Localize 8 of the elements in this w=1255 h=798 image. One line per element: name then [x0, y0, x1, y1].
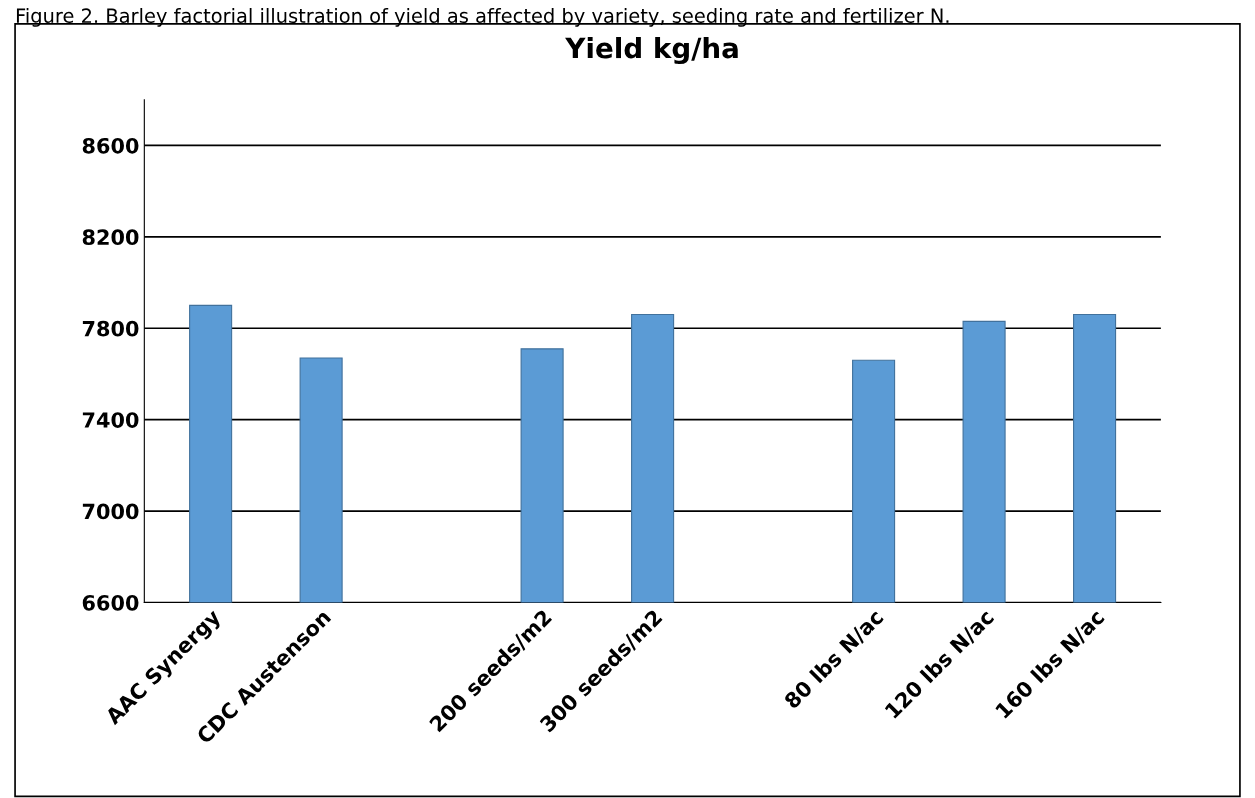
y-tick-label: 7800: [82, 320, 139, 337]
y-tick-label: 8600: [82, 137, 139, 154]
y-tick-label: 6600: [82, 594, 139, 611]
caption: Figure 2. Barley factorial illustration of yield as affected by variety, seeding rate and fertilizer N.: [16, 7, 949, 27]
chart-title: Yield kg/ha: [565, 36, 738, 65]
y-tick-label: 7000: [82, 503, 139, 520]
y-tick-label: 8200: [82, 229, 139, 246]
y-tick-label: 7400: [82, 412, 139, 428]
